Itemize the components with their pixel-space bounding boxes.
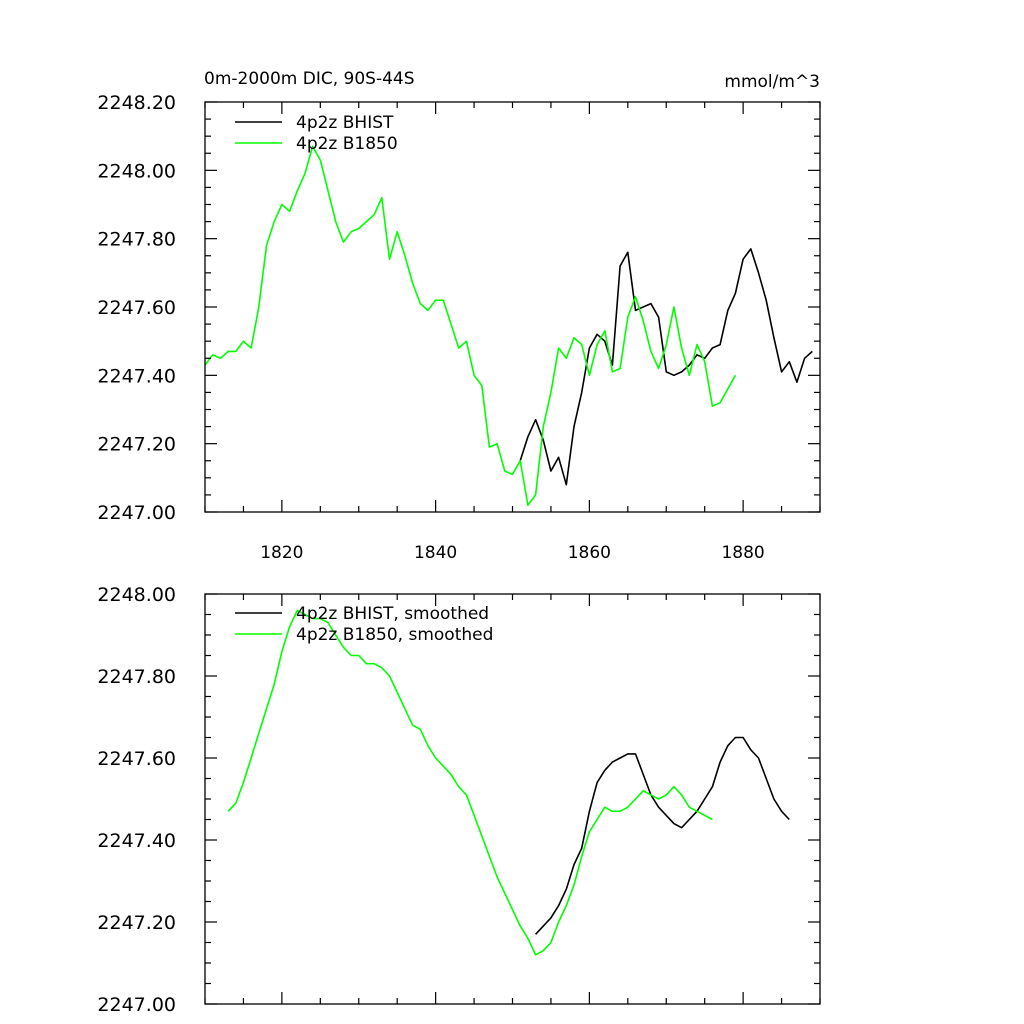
top-panel-x-tick-label: 1860	[568, 543, 611, 563]
top-panel-series-line-2	[204, 145, 737, 507]
top-panel-legend-label: 4p2z B1850	[296, 134, 398, 154]
top-panel-x-tick-label: 1840	[414, 543, 457, 563]
bottom-panel-legend-label: 4p2z B1850, smoothed	[296, 625, 493, 645]
top-panel-series	[204, 145, 813, 507]
bottom-panel-chart: 2247.00 2247.20 2247.40 2247.60 2247.80 2248.…	[97, 584, 821, 1016]
bottom-panel-y-tick-label: 2247.40	[97, 830, 176, 852]
bottom-panel-y-tick-label: 2247.60	[97, 748, 176, 770]
top-panel-frame	[204, 101, 821, 513]
bottom-panel-y-tick-label: 2247.80	[97, 666, 176, 688]
top-panel-y-tick-label: 2247.20	[97, 434, 176, 456]
top-panel-y-tick-label: 2247.00	[97, 502, 176, 524]
bottom-panel-series-line-2	[227, 609, 713, 956]
top-panel-y-tick-label: 2247.40	[97, 365, 176, 387]
bottom-panel-series	[227, 609, 790, 956]
top-panel-x-tick-label: 1820	[260, 543, 303, 563]
top-panel-ticks: 1820 1840 1860 1880 2247.00 2247.20 2247.40 224…	[97, 92, 821, 563]
chart-title: 0m-2000m DIC, 90S-44S	[204, 69, 415, 89]
bottom-panel-legend-label: 4p2z BHIST, smoothed	[296, 604, 489, 624]
top-panel-y-tick-label: 2248.00	[97, 160, 176, 182]
bottom-panel-y-tick-label: 2247.00	[97, 994, 176, 1016]
top-panel-legend-label: 4p2z BHIST	[296, 113, 394, 133]
top-panel-series-line-1	[519, 248, 813, 486]
bottom-panel-series-line-1	[535, 736, 790, 935]
top-panel-y-tick-label: 2248.20	[97, 92, 176, 114]
bottom-panel-y-tick-label: 2248.00	[97, 584, 176, 606]
units-label: mmol/m^3	[724, 72, 820, 92]
top-panel-y-tick-label: 2247.60	[97, 297, 176, 319]
top-panel-y-tick-label: 2247.80	[97, 229, 176, 251]
top-panel-chart: 1820 1840 1860 1880 2247.00 2247.20 2247.40 224…	[97, 92, 821, 563]
bottom-panel-y-tick-label: 2247.20	[97, 912, 176, 934]
bottom-panel-ticks: 2247.00 2247.20 2247.40 2247.60 2247.80 2248.…	[97, 584, 821, 1016]
bottom-panel-frame	[204, 593, 821, 1005]
top-panel-x-tick-label: 1880	[721, 543, 764, 563]
